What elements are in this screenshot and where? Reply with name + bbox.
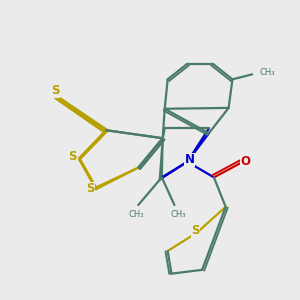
Text: CH₃: CH₃ bbox=[128, 210, 144, 219]
Text: S: S bbox=[69, 150, 77, 163]
Text: S: S bbox=[191, 224, 200, 238]
Text: S: S bbox=[51, 84, 59, 97]
Text: CH₃: CH₃ bbox=[170, 210, 186, 219]
Text: CH₃: CH₃ bbox=[260, 68, 275, 77]
Text: O: O bbox=[241, 155, 251, 168]
Text: S: S bbox=[86, 182, 94, 195]
Text: N: N bbox=[184, 153, 194, 166]
